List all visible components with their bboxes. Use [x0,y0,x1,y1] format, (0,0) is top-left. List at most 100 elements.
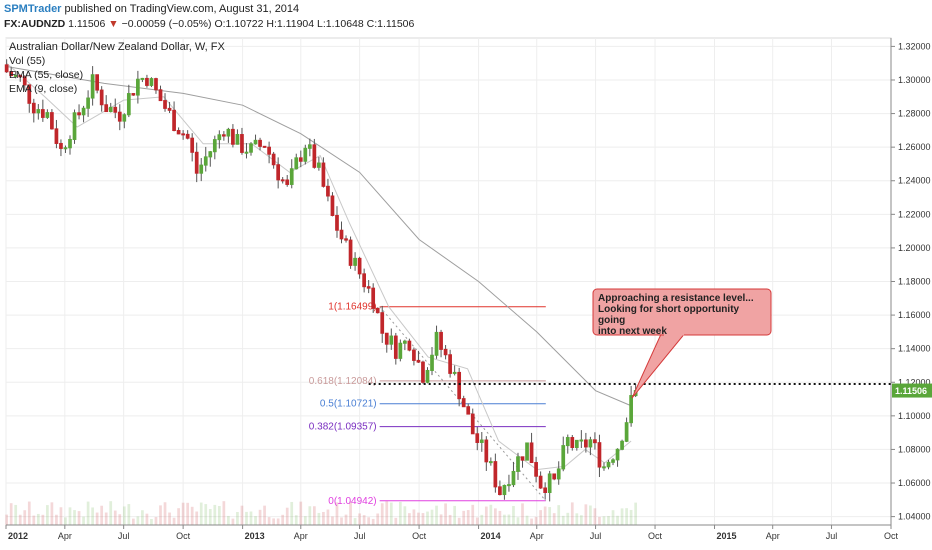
candle-body [412,349,416,361]
volume-bar [426,511,429,525]
volume-bar [245,511,248,525]
volume-bar [64,517,67,525]
candle-body [140,77,145,80]
candle-body [326,185,330,197]
volume-bar [453,505,456,525]
price-chart[interactable]: 1(1.16499) 0.618(1.12084) 0.5(1.10721) 0.38… [0,33,932,550]
volume-bar [362,515,366,525]
candle-body [547,473,552,494]
volume-bar [308,506,312,525]
candle-body [208,151,213,158]
volume-bar [172,517,176,525]
candle-body [434,331,439,356]
volume-bar [629,509,633,525]
volume-bar [475,517,479,525]
volume-bar [512,505,515,525]
candle-body [561,445,566,470]
volume-bar [150,518,153,525]
volume-bar [412,509,416,525]
volume-bar [530,518,533,525]
volume-bar [589,505,592,525]
fib-level-label: 0.5(1.10721) [320,399,377,410]
volume-bar [204,504,208,525]
volume-bar [303,516,307,525]
author-link[interactable]: SPMTrader [4,3,62,15]
volume-bar [457,517,461,525]
candle-body [31,102,36,114]
candle-body [77,112,81,116]
volume-bar [634,502,638,525]
candle-body [439,331,443,350]
candle-body [13,74,18,77]
fib-level-label: 1(1.16499) [328,302,376,313]
volume-bar [575,513,579,525]
price-tick-label: 1.26000 [898,142,931,152]
open-value: O:1.10722 [214,18,264,30]
volume-bar [272,518,275,525]
volume-bar [14,504,18,525]
volume-bar [507,514,511,525]
volume-bar [317,512,321,525]
candle-body [240,134,244,153]
volume-bar [59,507,63,525]
candle-body [407,340,412,351]
volume-bar [104,512,108,525]
volume-bar [385,501,389,525]
volume-bar [353,518,357,525]
volume-bar [77,511,81,525]
volume-bar [5,514,9,525]
candle-body [113,106,118,113]
candle-body [163,100,167,109]
candle-body [344,238,348,241]
candle-body [398,342,403,359]
price-label: 1.11506 [895,386,927,396]
time-tick-label: Jul [590,531,602,541]
volume-bar [222,501,226,525]
volume-bar [503,514,506,525]
annotation-callout [592,288,772,399]
volume-bar [579,515,583,525]
volume-bar [552,513,556,525]
candle-body [307,144,312,149]
ema-9-line [6,62,632,471]
candle-body [40,109,45,118]
candle-body [126,93,131,116]
volume-bar [430,509,434,525]
candle-body [271,153,276,166]
legend-title: Australian Dollar/New Zealand Dollar, W,… [9,41,225,53]
volume-bar [534,516,538,525]
volume-bar [358,513,361,525]
volume-bar [602,516,606,525]
price-axis: 1.32000 1.30000 1.28000 1.26000 1.24000 1.220… [890,38,932,525]
legend-vol: Vol (55) [9,55,46,67]
volume-bar [349,501,352,525]
time-tick-label: Oct [176,531,191,541]
volume-bar [254,516,257,525]
volume-bar [313,506,316,525]
price-tick-label: 1.32000 [898,41,931,51]
volume-bar [322,511,325,525]
candle-body [421,361,425,383]
volume-bar [471,504,475,525]
volume-bar [249,511,253,525]
time-tick-label: Jul [826,531,838,541]
volume-bar [611,510,615,525]
volume-bar [625,508,628,525]
candle-body [493,461,498,488]
volume-bar [136,516,140,525]
volume-bar [199,502,203,525]
candle-body [403,340,407,344]
candle-body [81,107,86,116]
volume-bar [195,511,199,525]
price-tick-label: 1.24000 [898,176,931,186]
chart-legend: Australian Dollar/New Zealand Dollar, W,… [9,40,225,96]
volume-bar [435,505,438,525]
volume-bar [55,514,58,525]
volume-bar [340,517,343,525]
candle-body [303,147,308,162]
candle-body [366,286,371,289]
low-value: L:1.10648 [317,18,364,30]
time-tick-label: Oct [648,531,663,541]
candle-body [624,422,629,442]
volume-bar [41,514,45,525]
